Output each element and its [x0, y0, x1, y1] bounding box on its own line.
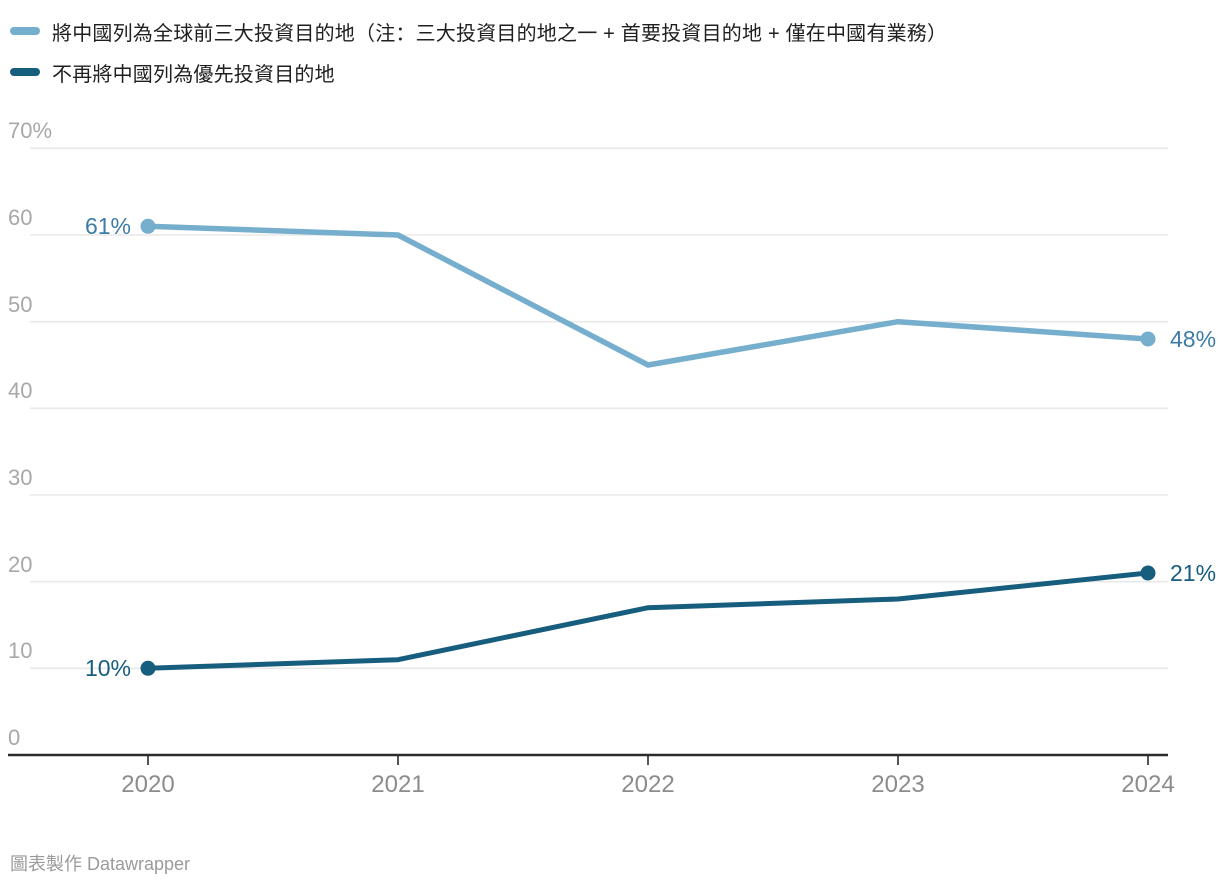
legend: 將中國列為全球前三大投資目的地（注：三大投資目的地之一 + 首要投資目的地 + …: [10, 16, 947, 98]
legend-item: 不再將中國列為優先投資目的地: [10, 57, 947, 87]
point-end-series-1: [1140, 565, 1156, 581]
legend-label-series-0: 將中國列為全球前三大投資目的地（注：三大投資目的地之一 + 首要投資目的地 + …: [52, 22, 948, 45]
legend-item: 將中國列為全球前三大投資目的地（注：三大投資目的地之一 + 首要投資目的地 + …: [10, 16, 947, 46]
legend-swatch-series-0: [10, 27, 40, 35]
line-series-0: [145, 223, 1151, 368]
line-series-1: [145, 570, 1151, 671]
point-end-series-0: [1140, 331, 1156, 347]
legend-label-series-1: 不再將中國列為優先投資目的地: [52, 63, 335, 86]
footer-credit: 圖表製作 Datawrapper: [10, 854, 191, 874]
point-start-series-1: [140, 660, 156, 676]
point-start-series-0: [140, 218, 156, 234]
legend-swatch-series-1: [10, 68, 40, 76]
